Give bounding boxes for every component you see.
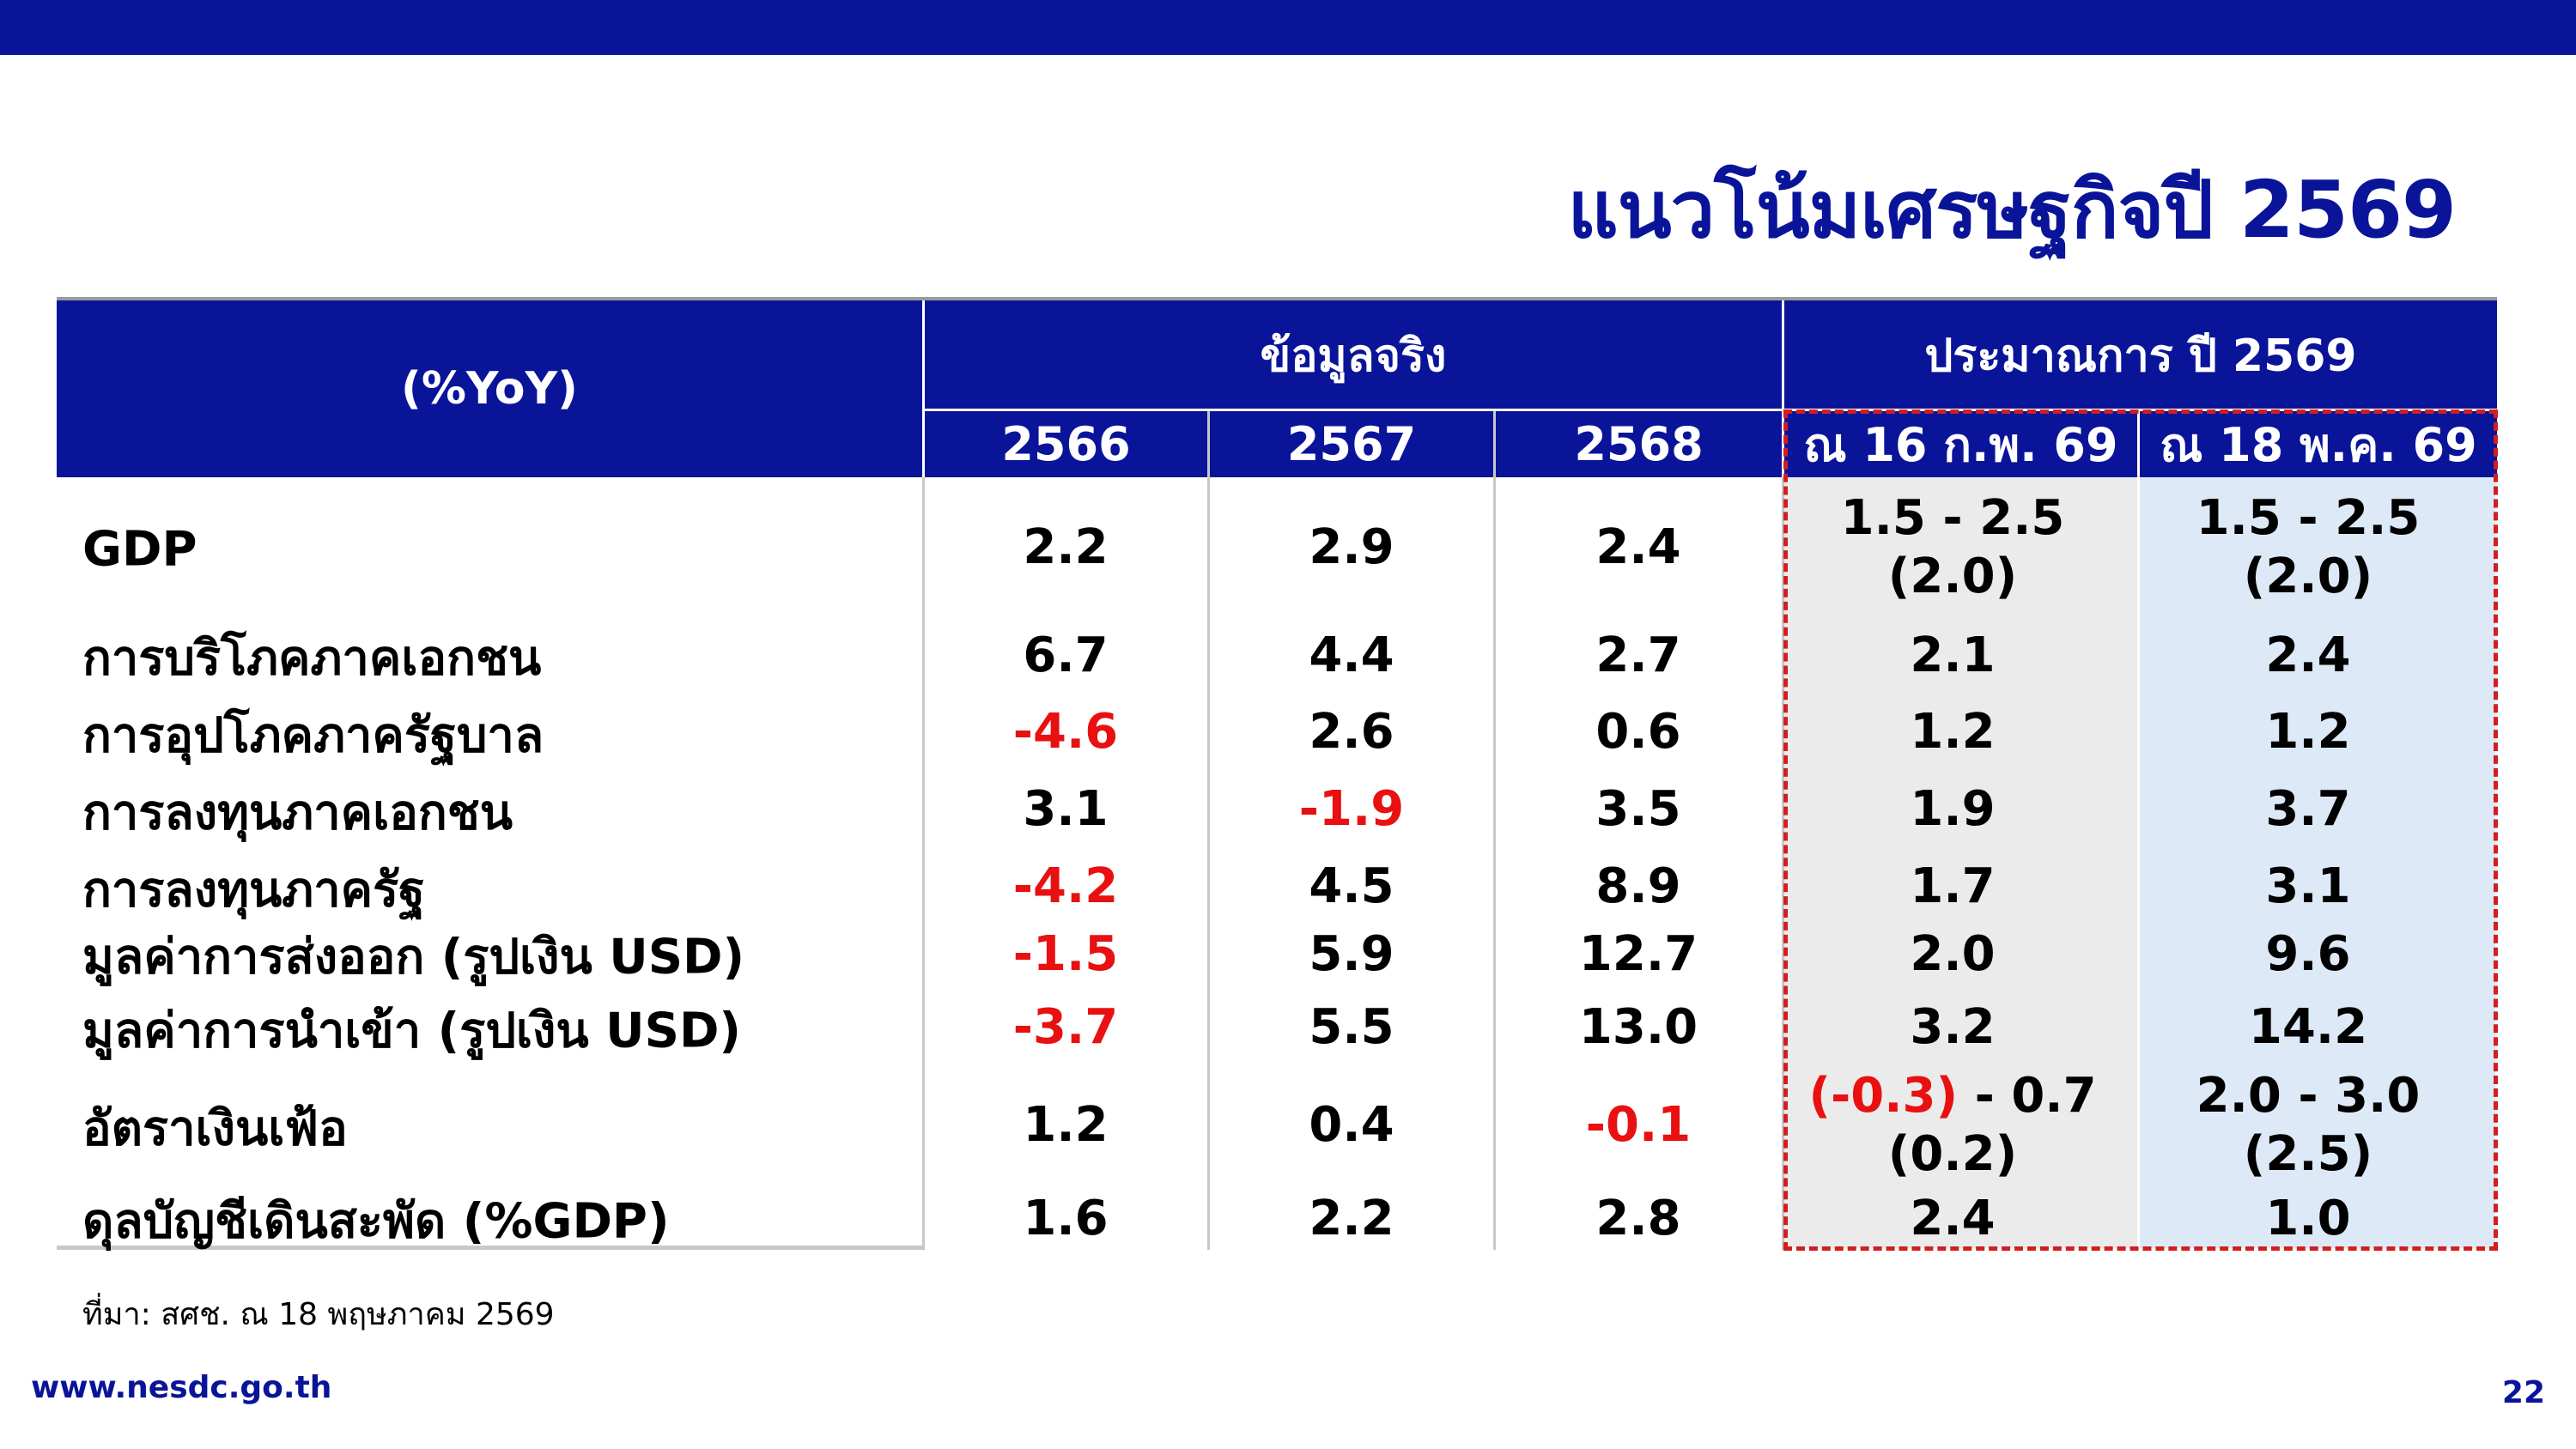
table-bottom-border xyxy=(57,1246,922,1250)
table-cell: 2.4 xyxy=(1910,1191,1996,1246)
table-cell: 0.6 xyxy=(1595,704,1681,760)
table-cell-line: (2.0) xyxy=(1887,549,2018,604)
column-divider xyxy=(922,477,925,1250)
source-note: ที่มา: สศช. ณ 18 พฤษภาคม 2569 xyxy=(82,1297,555,1332)
column-divider xyxy=(1207,411,1210,1250)
forecast-feb-column-shade xyxy=(1784,476,2140,1248)
table-cell: 1.5 - 2.5 (2.0) xyxy=(1841,489,2065,606)
row-label-exports: มูลค่าการส่งออก (รูปเงิน USD) xyxy=(82,929,745,985)
table-cell: 2.2 xyxy=(1023,519,1109,575)
table-cell: 14.2 xyxy=(2248,999,2368,1055)
table-cell: 12.7 xyxy=(1578,926,1698,982)
table-cell: 0.4 xyxy=(1309,1097,1394,1153)
table-cell: 2.1 xyxy=(1910,627,1996,683)
header-corner-label: (%YoY) xyxy=(57,300,922,477)
table-cell-line: (2.5) xyxy=(2243,1126,2373,1182)
table-cell-line: (0.2) xyxy=(1887,1126,2018,1182)
table-cell: 9.6 xyxy=(2265,926,2351,982)
row-label-public-investment: การลงทุนภาครัฐ xyxy=(82,862,426,919)
table-cell: 1.9 xyxy=(1910,781,1996,837)
table-cell: 2.0 xyxy=(1910,926,1996,982)
table-cell-line: 2.0 - 3.0 xyxy=(2196,1068,2421,1124)
row-label-government-consumption: การอุปโภคภาครัฐบาล xyxy=(82,707,544,764)
table-cell: 2.4 xyxy=(2265,627,2351,683)
table-cell-line: 1.5 - 2.5 xyxy=(1840,490,2065,546)
table-cell: 2.4 xyxy=(1595,519,1681,575)
table-cell: -1.5 xyxy=(1012,926,1119,982)
table-cell: 6.7 xyxy=(1023,627,1109,683)
table-cell: -4.6 xyxy=(1012,704,1119,760)
table-cell: 2.7 xyxy=(1595,627,1681,683)
header-col-2568: 2568 xyxy=(1496,411,1782,477)
negative-part: (-0.3) xyxy=(1808,1068,1959,1124)
table-cell: 2.2 xyxy=(1309,1191,1394,1246)
table-cell: 5.9 xyxy=(1309,926,1394,982)
table-cell: 3.1 xyxy=(2265,858,2351,914)
table-cell: 3.7 xyxy=(2265,781,2351,837)
table-cell-line: (2.0) xyxy=(2243,549,2373,604)
column-divider xyxy=(1782,477,1784,1250)
slide-title: แนวโน้มเศรษฐกิจปี 2569 xyxy=(1567,164,2457,256)
forecast-may-column-shade xyxy=(2140,476,2495,1248)
table-cell: 4.5 xyxy=(1309,858,1394,914)
table-cell: 1.2 xyxy=(1910,704,1996,760)
row-label-gdp: GDP xyxy=(82,521,197,578)
table-cell: 1.0 xyxy=(2265,1191,2351,1246)
page-number: 22 xyxy=(2501,1375,2545,1410)
top-brand-bar xyxy=(0,0,2576,55)
table-cell: 2.0 - 3.0 (2.5) xyxy=(2196,1067,2421,1184)
table-cell: -0.1 xyxy=(1585,1097,1692,1153)
table-cell: 1.2 xyxy=(2265,704,2351,760)
column-divider xyxy=(1493,411,1496,1250)
header-col-forecast-feb: ณ 16 ก.พ. 69 xyxy=(1784,411,2137,477)
table-cell: 13.0 xyxy=(1578,999,1698,1055)
forecast-highlight-box xyxy=(1783,409,2498,1251)
header-group-actual: ข้อมูลจริง xyxy=(925,300,1782,409)
table-cell-line: 1.5 - 2.5 xyxy=(2196,490,2421,546)
range-rest: - 0.7 xyxy=(1958,1068,2097,1124)
footer-website-link[interactable]: www.nesdc.go.th xyxy=(31,1370,332,1405)
table-cell: 5.5 xyxy=(1309,999,1394,1055)
table-cell: 1.6 xyxy=(1023,1191,1109,1246)
table-cell: 1.7 xyxy=(1910,858,1996,914)
column-divider xyxy=(2137,477,2140,1250)
table-cell: 1.5 - 2.5 (2.0) xyxy=(2196,489,2421,606)
table-cell: -1.9 xyxy=(1298,781,1405,837)
table-cell: 3.1 xyxy=(1023,781,1109,837)
header-col-forecast-may: ณ 18 พ.ค. 69 xyxy=(2140,411,2497,477)
table-cell-line: (-0.3) - 0.7 xyxy=(1808,1067,2096,1125)
header-group-forecast: ประมาณการ ปี 2569 xyxy=(1784,300,2497,409)
table-cell: 3.5 xyxy=(1595,781,1681,837)
table-cell: 1.2 xyxy=(1023,1097,1109,1153)
table-cell: (-0.3) - 0.7 (0.2) xyxy=(1808,1067,2096,1184)
header-col-2567: 2567 xyxy=(1210,411,1493,477)
header-col-2566: 2566 xyxy=(925,411,1207,477)
row-label-inflation: อัตราเงินเฟ้อ xyxy=(82,1100,348,1157)
row-label-private-investment: การลงทุนภาคเอกชน xyxy=(82,785,513,841)
table-cell: 8.9 xyxy=(1595,858,1681,914)
row-label-current-account: ดุลบัญชีเดินสะพัด (%GDP) xyxy=(82,1193,670,1250)
table-cell: 4.4 xyxy=(1309,627,1394,683)
table-top-border xyxy=(57,297,2497,300)
table-cell: -3.7 xyxy=(1012,999,1119,1055)
row-label-private-consumption: การบริโภคภาคเอกชน xyxy=(82,630,542,687)
table-cell: -4.2 xyxy=(1012,858,1119,914)
table-cell: 2.6 xyxy=(1309,704,1394,760)
table-cell: 2.9 xyxy=(1309,519,1394,575)
table-cell: 2.8 xyxy=(1595,1191,1681,1246)
row-label-imports: มูลค่าการนำเข้า (รูปเงิน USD) xyxy=(82,1003,742,1059)
table-cell: 3.2 xyxy=(1910,999,1996,1055)
